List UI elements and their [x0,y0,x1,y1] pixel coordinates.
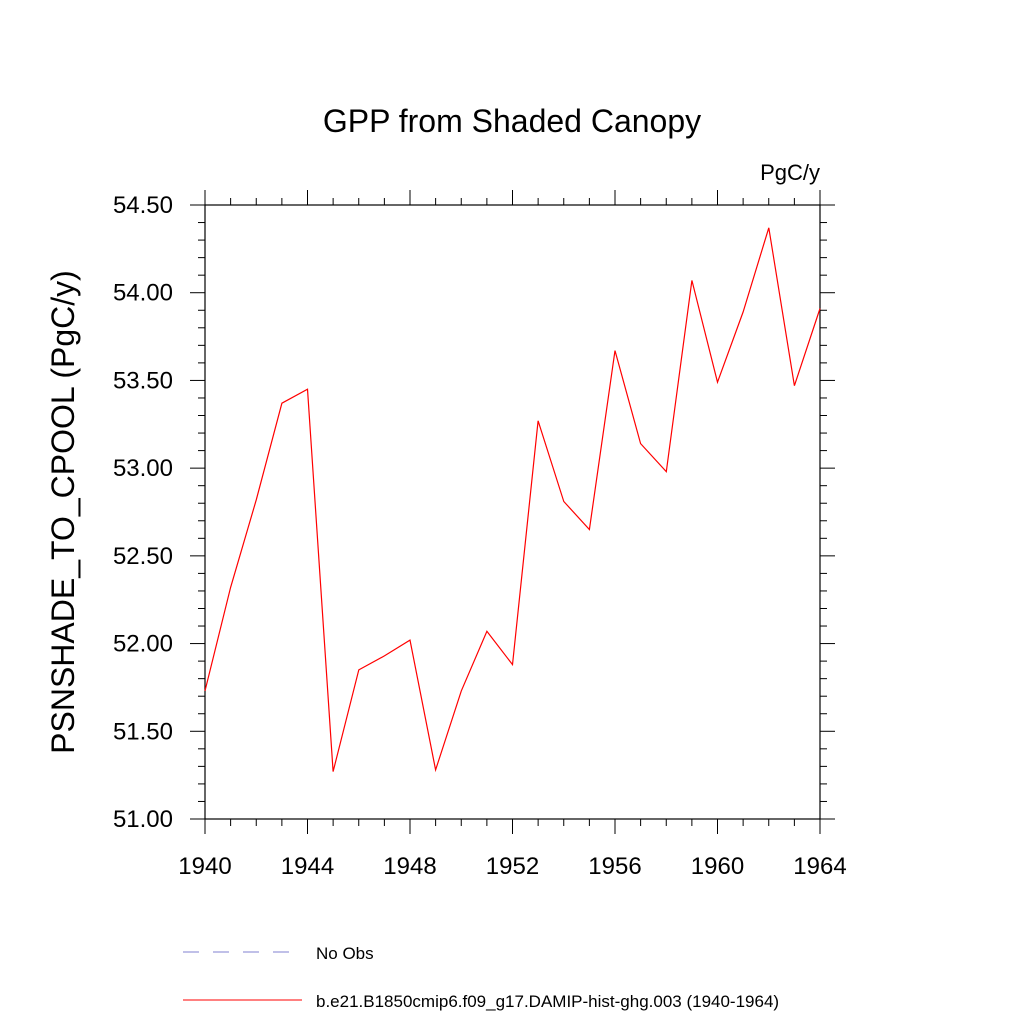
units-label: PgC/y [760,160,820,185]
x-tick-label: 1944 [281,853,334,880]
x-tick-label: 1948 [383,853,436,880]
y-axis: 51.00 51.50 52.00 52.50 53.00 53.50 54.00 54.50 [113,192,835,833]
legend-label: b.e21.B1850cmip6.f09_g17.DAMIP-hist-ghg.… [316,992,779,1011]
legend: No Obs b.e21.B1850cmip6.f09_g17.DAMIP-his… [183,944,779,1011]
x-tick-label: 1964 [793,853,846,880]
x-tick-label: 1956 [588,853,641,880]
y-tick-label: 51.00 [113,806,173,833]
plot-area [204,204,821,820]
y-tick-label: 52.50 [113,543,173,570]
y-tick-label: 53.50 [113,367,173,394]
y-axis-label: PSNSHADE_TO_CPOOL (PgC/y) [45,270,81,754]
legend-label: No Obs [316,944,374,963]
series-layer [204,227,821,773]
plot-border [204,204,821,820]
x-axis: 1940 1944 1948 1952 1956 1960 1964 [178,190,847,880]
y-tick-label: 52.00 [113,631,173,658]
y-tick-label: 51.50 [113,718,173,745]
x-tick-label: 1952 [486,853,539,880]
x-tick-label: 1940 [178,853,231,880]
y-tick-label: 53.00 [113,455,173,482]
series-line [204,227,821,773]
chart-title: GPP from Shaded Canopy [323,103,701,139]
x-tick-label: 1960 [691,853,744,880]
y-tick-label: 54.50 [113,192,173,219]
y-tick-label: 54.00 [113,280,173,307]
